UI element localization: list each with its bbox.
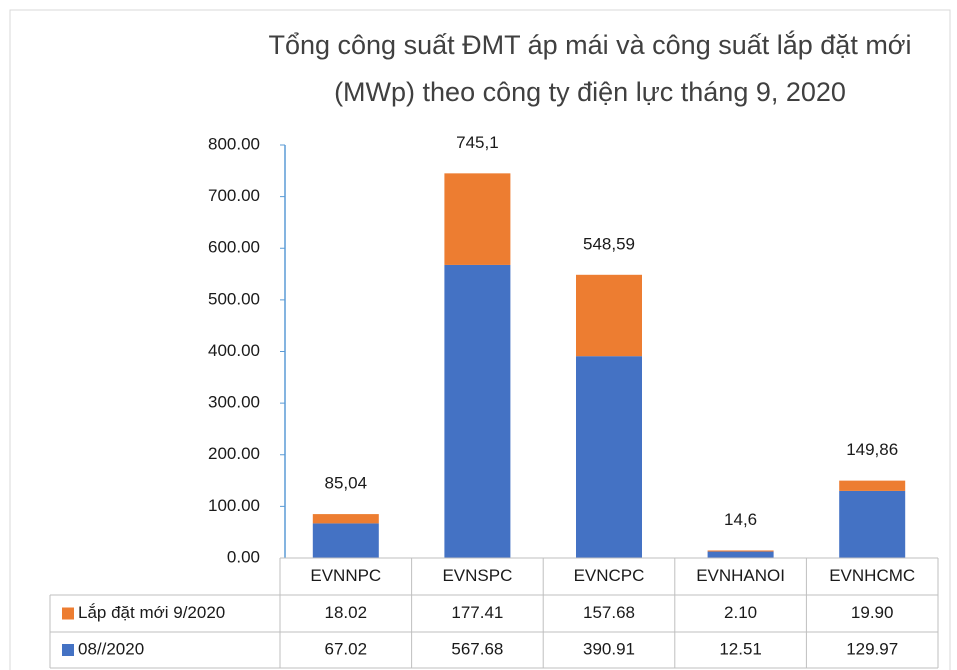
legend-key (62, 644, 74, 656)
total-label: 149,86 (846, 440, 898, 459)
table-cell: 12.51 (719, 639, 762, 658)
bar-segment (707, 551, 774, 558)
table-cell: 67.02 (325, 639, 368, 658)
total-label: 745,1 (456, 133, 499, 152)
table-cell: 129.97 (846, 639, 898, 658)
bar-segment (839, 490, 906, 558)
x-tick-label: EVNSPC (442, 566, 512, 585)
y-tick-label: 100.00 (208, 496, 260, 515)
bar-segment (576, 356, 642, 558)
y-tick-label: 800.00 (208, 134, 260, 153)
bar-segment (312, 523, 379, 558)
table-cell: 567.68 (451, 639, 503, 658)
bar-segment (707, 550, 774, 552)
x-tick-label: EVNNPC (310, 566, 381, 585)
table-cell: 18.02 (325, 603, 368, 622)
legend-label: Lắp đặt mới 9/2020 (78, 603, 225, 622)
legend-label: 08//2020 (78, 639, 144, 658)
table-cell: 2.10 (724, 603, 757, 622)
x-tick-label: EVNCPC (574, 566, 645, 585)
bar-segment (839, 480, 906, 491)
chart-border (9, 9, 951, 670)
total-label: 14,6 (724, 510, 757, 529)
table-cell: 157.68 (583, 603, 635, 622)
x-tick-label: EVNHCMC (829, 566, 915, 585)
bar-segment (576, 274, 642, 357)
y-tick-label: 600.00 (208, 238, 260, 257)
bar-segment (444, 264, 511, 558)
bar-segment (444, 173, 511, 265)
y-tick-label: 0.00 (227, 547, 260, 566)
y-tick-label: 300.00 (208, 393, 260, 412)
legend-key (62, 607, 74, 620)
table-cell: 19.90 (851, 603, 894, 622)
table-cell: 177.41 (451, 603, 503, 622)
y-tick-label: 200.00 (208, 444, 260, 463)
bar-segment (312, 514, 379, 524)
total-label: 548,59 (583, 234, 635, 253)
x-tick-label: EVNHANOI (696, 566, 785, 585)
y-tick-label: 700.00 (208, 186, 260, 205)
y-tick-label: 400.00 (208, 341, 260, 360)
chart-title: Tổng công suất ĐMT áp mái và công suất l… (268, 30, 912, 107)
y-tick-label: 500.00 (208, 289, 260, 308)
table-cell: 390.91 (583, 639, 635, 658)
total-label: 85,04 (325, 474, 368, 493)
